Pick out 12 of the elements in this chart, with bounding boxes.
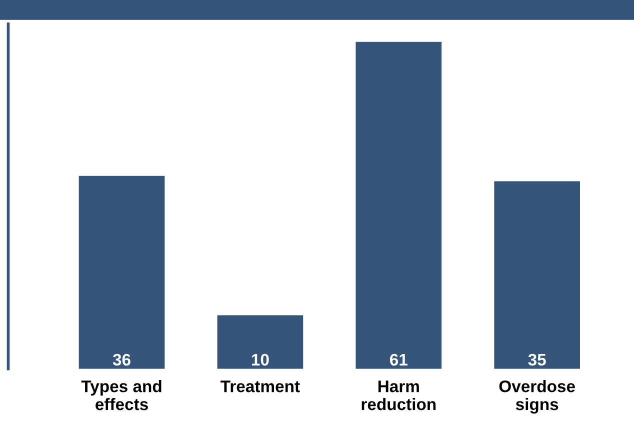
data-label: 10 <box>252 354 269 366</box>
data-label: 61 <box>390 354 408 366</box>
bar <box>78 176 165 369</box>
bar <box>217 315 304 369</box>
data-label: 35 <box>528 354 546 366</box>
data-label: 36 <box>112 354 130 366</box>
x-tick-label: Types and effects <box>81 380 162 410</box>
x-tick-label: Overdose signs <box>499 380 575 414</box>
x-tick-label: Harm reduction <box>362 380 436 410</box>
bar <box>356 42 442 369</box>
x-tick-label: Treatment <box>220 380 300 392</box>
bar <box>494 181 580 369</box>
